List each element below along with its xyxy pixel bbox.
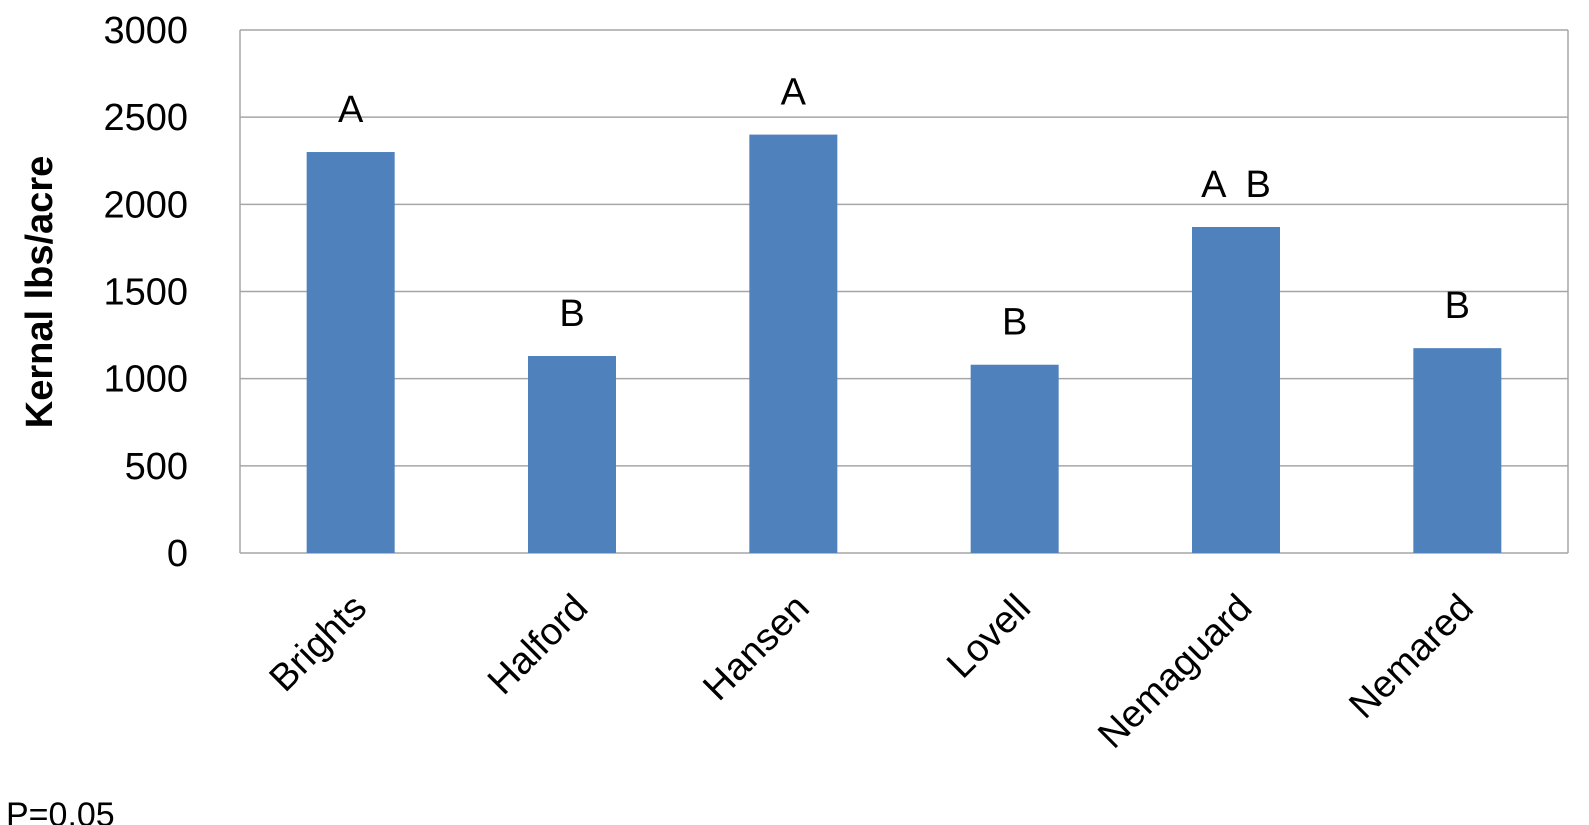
y-axis-tick-labels: 0 500 1000 1500 2000 2500 3000 [103,10,188,575]
y-tick-label: 0 [167,533,188,575]
bar-brights [306,152,395,554]
x-category-label-hansen: Hansen [695,587,817,709]
significance-label-hansen: A [781,72,807,114]
significance-label-nemaguard: A B [1201,164,1271,206]
bar-halford [528,356,616,553]
x-category-label-brights: Brights [262,587,375,700]
significance-label-nemared: B [1445,285,1470,327]
bar-nemaguard [1192,226,1280,553]
x-category-label-lovell: Lovell [939,587,1039,687]
significance-label-lovell: B [1002,302,1027,344]
significance-label-halford: B [559,293,584,335]
x-axis-category-labels: Brights Halford Hansen Lovell Nemaguard Nemar… [262,587,1482,757]
bars [306,134,1502,554]
footnote: P=0.05 [6,796,115,825]
y-tick-label: 2500 [103,97,188,139]
x-category-label-halford: Halford [480,587,596,703]
y-tick-label: 1500 [103,272,188,314]
y-tick-label: 2000 [103,184,188,226]
x-category-label-nemaguard: Nemaguard [1090,587,1260,757]
gridlines [239,29,1569,554]
y-tick-label: 3000 [103,10,188,52]
y-axis-title: Kernal lbs/acre [19,156,61,428]
bar-lovell [970,364,1059,553]
bar-nemared [1413,348,1502,553]
significance-labels: A B A B A B B [338,72,1470,344]
bar-hansen [749,134,838,553]
y-tick-label: 500 [125,446,188,488]
y-tick-label: 1000 [103,359,188,401]
x-category-label-nemared: Nemared [1341,587,1481,727]
significance-label-brights: A [338,89,364,131]
